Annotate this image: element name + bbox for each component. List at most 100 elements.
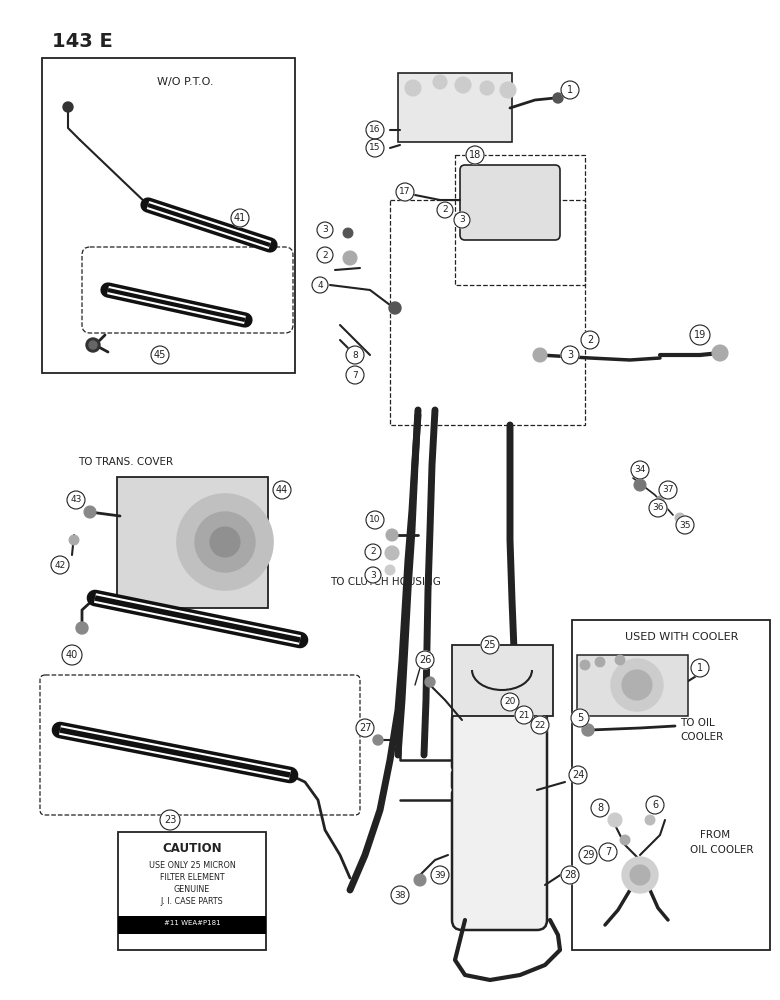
Circle shape xyxy=(659,481,677,499)
Circle shape xyxy=(177,494,273,590)
Text: J. I. CASE PARTS: J. I. CASE PARTS xyxy=(161,897,223,906)
Text: FILTER ELEMENT: FILTER ELEMENT xyxy=(160,873,225,882)
Text: 26: 26 xyxy=(419,655,431,665)
Circle shape xyxy=(89,341,97,349)
Circle shape xyxy=(691,659,709,677)
Circle shape xyxy=(571,709,589,727)
FancyBboxPatch shape xyxy=(452,645,553,716)
FancyBboxPatch shape xyxy=(117,477,268,608)
Circle shape xyxy=(615,655,625,665)
Circle shape xyxy=(356,719,374,737)
Text: 41: 41 xyxy=(234,213,246,223)
Circle shape xyxy=(84,506,96,518)
Bar xyxy=(42,58,295,373)
Text: 21: 21 xyxy=(519,710,530,720)
Circle shape xyxy=(561,81,579,99)
Circle shape xyxy=(553,93,563,103)
Circle shape xyxy=(210,527,240,557)
Circle shape xyxy=(414,874,426,886)
Text: TO CLUTCH HOUSING: TO CLUTCH HOUSING xyxy=(330,577,441,587)
Circle shape xyxy=(317,247,333,263)
Text: 36: 36 xyxy=(652,504,664,512)
FancyBboxPatch shape xyxy=(398,73,512,142)
Circle shape xyxy=(343,251,357,265)
Circle shape xyxy=(620,835,630,845)
Circle shape xyxy=(595,657,605,667)
Text: 6: 6 xyxy=(652,800,658,810)
Text: 34: 34 xyxy=(634,466,646,475)
Circle shape xyxy=(346,366,364,384)
Text: 42: 42 xyxy=(55,560,66,570)
Circle shape xyxy=(346,346,364,364)
Text: GENUINE: GENUINE xyxy=(174,885,210,894)
Circle shape xyxy=(385,565,395,575)
Text: 8: 8 xyxy=(597,803,603,813)
Circle shape xyxy=(675,513,685,523)
Text: 4: 4 xyxy=(317,280,323,290)
Text: #11 WEA#P181: #11 WEA#P181 xyxy=(164,920,220,926)
Text: 27: 27 xyxy=(359,723,371,733)
Circle shape xyxy=(385,546,399,560)
Text: 10: 10 xyxy=(369,516,381,524)
FancyBboxPatch shape xyxy=(40,675,360,815)
Text: 2: 2 xyxy=(322,250,328,259)
Text: 23: 23 xyxy=(164,815,176,825)
Text: 2: 2 xyxy=(370,548,376,556)
Text: 37: 37 xyxy=(662,486,674,494)
Circle shape xyxy=(581,331,599,349)
FancyBboxPatch shape xyxy=(577,655,688,716)
Circle shape xyxy=(454,212,470,228)
Circle shape xyxy=(160,810,180,830)
Text: OIL COOLER: OIL COOLER xyxy=(690,845,753,855)
Circle shape xyxy=(649,499,667,517)
Bar xyxy=(572,620,770,950)
Circle shape xyxy=(366,121,384,139)
FancyBboxPatch shape xyxy=(82,247,293,333)
Circle shape xyxy=(231,209,249,227)
Circle shape xyxy=(386,529,398,541)
Circle shape xyxy=(373,735,383,745)
Circle shape xyxy=(317,222,333,238)
Circle shape xyxy=(690,325,710,345)
Circle shape xyxy=(622,670,652,700)
Text: CAUTION: CAUTION xyxy=(162,842,222,855)
Circle shape xyxy=(62,645,82,665)
Circle shape xyxy=(480,81,494,95)
Circle shape xyxy=(608,813,622,827)
Text: 143 E: 143 E xyxy=(52,32,113,51)
Text: 3: 3 xyxy=(322,226,328,234)
Text: 15: 15 xyxy=(369,143,381,152)
Text: 18: 18 xyxy=(469,150,481,160)
Text: W/O P.T.O.: W/O P.T.O. xyxy=(157,77,213,87)
Circle shape xyxy=(365,567,381,583)
Text: 7: 7 xyxy=(352,370,358,379)
Text: 7: 7 xyxy=(604,847,611,857)
Circle shape xyxy=(531,716,549,734)
Circle shape xyxy=(630,865,650,885)
Text: 17: 17 xyxy=(399,188,411,196)
Circle shape xyxy=(611,659,663,711)
Circle shape xyxy=(67,491,85,509)
Circle shape xyxy=(51,556,69,574)
Circle shape xyxy=(676,516,694,534)
Circle shape xyxy=(561,866,579,884)
Circle shape xyxy=(437,202,453,218)
Circle shape xyxy=(580,660,590,670)
Circle shape xyxy=(445,787,451,793)
Text: 43: 43 xyxy=(70,495,82,504)
Circle shape xyxy=(366,139,384,157)
Text: TO TRANS. COVER: TO TRANS. COVER xyxy=(78,457,173,467)
Text: 19: 19 xyxy=(694,330,706,340)
Circle shape xyxy=(646,796,664,814)
Text: 16: 16 xyxy=(369,125,381,134)
FancyBboxPatch shape xyxy=(452,710,547,930)
Circle shape xyxy=(515,706,533,724)
Circle shape xyxy=(431,866,449,884)
Circle shape xyxy=(312,277,328,293)
Text: COOLER: COOLER xyxy=(680,732,723,742)
Text: 35: 35 xyxy=(679,520,691,530)
Circle shape xyxy=(86,338,100,352)
Circle shape xyxy=(599,843,617,861)
Circle shape xyxy=(63,102,73,112)
Circle shape xyxy=(365,544,381,560)
